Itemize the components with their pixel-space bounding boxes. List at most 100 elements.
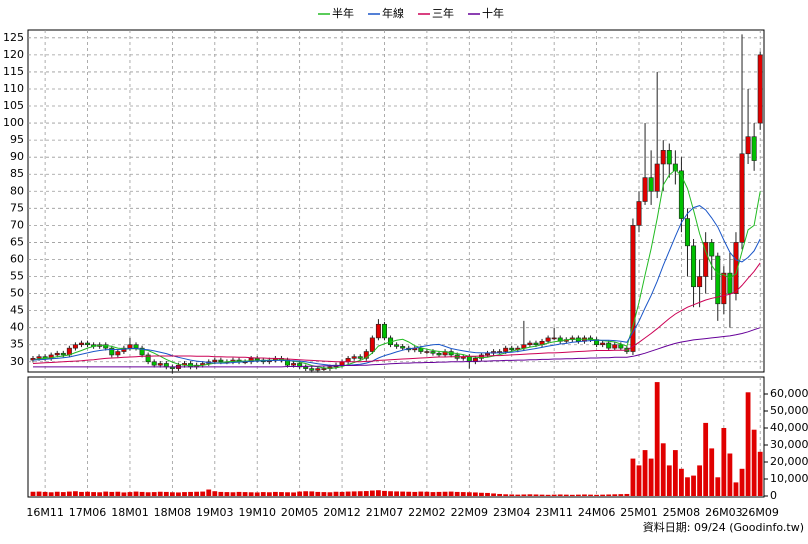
legend-label: 十年 (482, 6, 504, 20)
candle-body (127, 344, 133, 349)
candle-body (612, 344, 618, 349)
candle-body (666, 150, 672, 165)
volume-bar (109, 491, 115, 496)
x-tick-label: 24M06 (578, 506, 616, 519)
volume-bar (479, 492, 484, 496)
volume-bar (127, 492, 133, 496)
volume-bar (636, 465, 642, 496)
volume-bar (400, 491, 406, 496)
volume-bar (85, 491, 90, 496)
volume-bar (297, 491, 303, 496)
candle-body (642, 177, 648, 202)
volume-bar (672, 450, 678, 496)
volume-bar (557, 494, 563, 496)
y-tick-label: 85 (10, 167, 24, 180)
volume-bar (200, 491, 206, 496)
candle-body (509, 347, 515, 351)
volume-bar (60, 492, 66, 496)
volume-bar (733, 482, 739, 496)
volume-bar (369, 490, 375, 496)
y2-tick-label: 30,000 (770, 438, 808, 451)
y-tick-label: 80 (10, 184, 24, 197)
candle-body (606, 342, 612, 349)
volume-bar (576, 494, 581, 496)
candle-body (715, 255, 721, 305)
volume-bar (145, 492, 151, 496)
candle-body (545, 337, 551, 342)
volume-bar (642, 450, 648, 496)
volume-bar (509, 494, 515, 496)
volume-bar (406, 491, 412, 496)
price-frame (27, 29, 765, 373)
volume-bar (691, 475, 696, 496)
y-tick-label: 115 (3, 65, 24, 78)
x-tick-label: 25M08 (663, 506, 701, 519)
candle-body (218, 359, 224, 363)
y2-tick-label: 0 (770, 489, 777, 502)
candle-body (394, 344, 400, 347)
volume-bar (236, 491, 242, 496)
volume-bar (582, 494, 587, 496)
volume-bar (594, 494, 599, 496)
y2-tick-label: 50,000 (770, 404, 808, 417)
legend-label: 年線 (382, 6, 404, 20)
candle-body (78, 342, 84, 346)
volume-bar (206, 489, 212, 496)
volume-bar (612, 494, 618, 496)
volume-bar (36, 491, 42, 496)
y-tick-label: 95 (10, 133, 24, 146)
ma-line (32, 262, 761, 364)
volume-bar (303, 491, 309, 496)
y-tick-label: 60 (10, 252, 24, 265)
volume-bar (327, 492, 333, 496)
volume-bar (660, 443, 666, 496)
candle-body (115, 351, 121, 356)
volume-bar (648, 458, 654, 496)
candle-body (751, 136, 757, 161)
x-tick-label: 16M11 (26, 506, 64, 519)
candle-body (72, 344, 78, 349)
candle-body (291, 363, 297, 366)
ma-line (32, 169, 761, 369)
volume-bar (188, 491, 193, 496)
volume-bar (30, 491, 36, 496)
candle-body (551, 337, 557, 340)
volume-bar (757, 451, 763, 496)
candle-body (436, 352, 442, 356)
volume-bar (454, 491, 460, 496)
candle-body (133, 344, 139, 349)
volume-bar (121, 492, 127, 496)
volume-bar (709, 448, 715, 496)
volume-bar (491, 493, 496, 496)
volume-bar (42, 491, 48, 496)
candle-body (424, 351, 430, 353)
volume-bar (357, 491, 363, 496)
volume-bar (273, 491, 278, 496)
volume-bar (254, 492, 260, 496)
candle-body (345, 358, 351, 363)
candle-body (85, 342, 91, 346)
candle-body (503, 347, 509, 352)
y-tick-label: 70 (10, 218, 24, 231)
volume-bar (97, 492, 103, 496)
y-tick-label: 125 (3, 31, 24, 44)
candle-body (54, 352, 60, 356)
legend-label: 三年 (432, 6, 454, 20)
volume-bar (73, 491, 78, 496)
candle-body (636, 201, 642, 226)
y-tick-label: 65 (10, 235, 24, 248)
volume-bar (539, 494, 545, 496)
candle-body (478, 354, 484, 359)
candle-body (212, 359, 218, 363)
candle-body (484, 352, 490, 356)
volume-bar (745, 392, 751, 496)
volume-bar (345, 491, 351, 496)
volume-bar (133, 491, 139, 496)
candle-body (369, 337, 375, 352)
y-tick-label: 90 (10, 150, 24, 163)
x-tick-label: 21M07 (366, 506, 404, 519)
x-tick-label: 19M10 (238, 506, 276, 519)
volume-bar (624, 493, 630, 496)
candle-body (521, 344, 527, 349)
volume-bar (212, 491, 218, 496)
